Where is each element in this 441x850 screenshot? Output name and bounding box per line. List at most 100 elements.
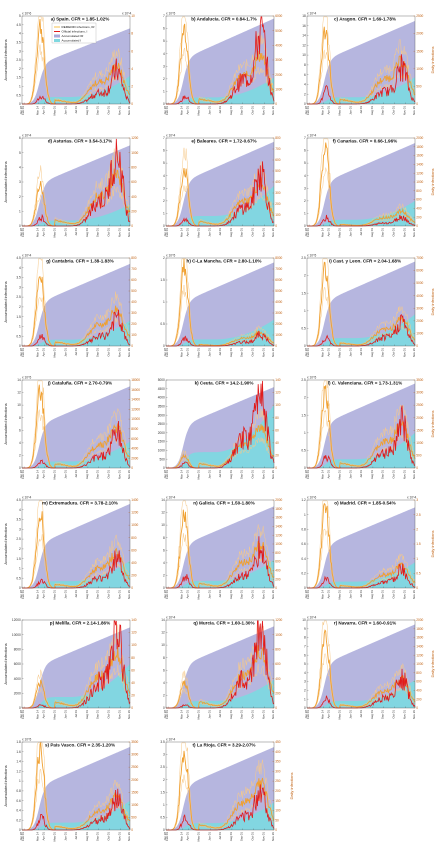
- x-tick-label: Jan 28: [304, 106, 308, 115]
- right-tick-label: 2000: [275, 498, 282, 502]
- x-tick-label: Feb 01: [21, 106, 25, 115]
- right-tick-label: 1200: [416, 171, 423, 175]
- right-tick-label: 50: [275, 818, 279, 822]
- left-tick-label: 2: [163, 694, 165, 698]
- remedid-lower-bound: [166, 774, 275, 831]
- accumulated-official-area: [166, 559, 274, 588]
- right-tick-label: 1200: [275, 533, 282, 537]
- panel-2: 0 1 2 3 4 5 6 7 0 1000 2000 3000 4000 5000 6000 x 10^5 J…: [163, 12, 283, 116]
- x-tick-label: Feb 01: [165, 106, 169, 115]
- remedid-daily-line: [166, 424, 275, 469]
- x-tick-label: May 01: [196, 470, 200, 480]
- panel-title: t) La Rioja. CFR = 3.29-2.07%: [193, 743, 256, 748]
- x-tick-label: May 01: [52, 348, 56, 358]
- right-tick-label: 100: [131, 643, 137, 647]
- left-tick-label: 4.5: [16, 256, 21, 260]
- right-tick-label: 2000: [416, 136, 423, 140]
- accumulated-remedid-area: [22, 746, 130, 830]
- left-tick-label: 3.5: [16, 276, 21, 280]
- right-tick-label: 700: [275, 147, 281, 151]
- right-tick-label: 300: [275, 769, 281, 773]
- left-tick-label: 0: [19, 586, 21, 590]
- x-tick-label: Jul 01: [359, 348, 363, 356]
- x-tick-label: Apr 01: [186, 590, 190, 599]
- right-tick-label: 3000: [416, 306, 423, 310]
- official-daily-line: [307, 54, 416, 105]
- x-tick-label: Jan 28: [304, 470, 308, 479]
- left-tick-label: 1: [304, 697, 306, 701]
- accumulated-official-area: [307, 77, 415, 104]
- right-tick-label: 500: [131, 816, 137, 820]
- left-tick-label: 0.8: [301, 527, 306, 531]
- x-tick-label: Jul 01: [74, 348, 78, 356]
- remedid-daily-line: [307, 502, 416, 589]
- panel-20: 0 0.5 1 1.5 2 2.5 3 3.5 0 50 100 150 200 250 300 350 400…: [160, 738, 294, 842]
- right-tick-label: 2000: [416, 32, 423, 36]
- x-tick-label: Nov 29: [271, 228, 275, 238]
- x-tick-label: Oct 01: [391, 348, 395, 357]
- remedid-upper-bound: [307, 16, 416, 105]
- x-tick-label: Feb 01: [21, 470, 25, 479]
- x-tick-label: Mar 14: [36, 832, 40, 841]
- x-tick-label: Oct 01: [391, 228, 395, 237]
- remedid-upper-bound: [166, 408, 275, 469]
- remedid-lower-bound: [166, 663, 275, 709]
- x-tick-label: Jun 01: [207, 832, 211, 841]
- official-daily-line: [307, 313, 416, 347]
- right-axis-label: Daily infections: [430, 289, 435, 316]
- right-tick-label: 1000: [416, 332, 423, 336]
- right-tick-label: 0: [275, 224, 277, 228]
- remedid-lower-bound: [22, 768, 131, 831]
- right-tick-label: 0: [275, 706, 277, 710]
- left-tick-label: 2: [163, 199, 165, 203]
- x-tick-label: Feb 01: [165, 832, 169, 841]
- right-tick-label: 3000: [275, 311, 282, 315]
- left-tick-label: 0: [19, 828, 21, 832]
- left-tick-label: 3: [163, 753, 165, 757]
- left-tick-label: 1: [163, 90, 165, 94]
- left-tick-label: 3: [304, 186, 306, 190]
- x-tick-label: Apr 01: [186, 832, 190, 841]
- right-tick-label: 1000: [416, 180, 423, 184]
- official-daily-line: [166, 16, 275, 105]
- right-tick-label: 18000: [131, 378, 140, 382]
- legend-swatch: [54, 34, 60, 38]
- remedid-lower-bound: [22, 534, 131, 589]
- left-tick-label: 1.5: [301, 413, 306, 417]
- right-tick-label: 5000: [275, 29, 282, 33]
- x-tick-label: Feb 01: [165, 228, 169, 237]
- x-tick-label: Jun 01: [348, 228, 352, 237]
- left-tick-label: 0: [304, 466, 306, 470]
- x-tick-label: May 01: [52, 710, 56, 720]
- right-tick-label: 7000: [275, 267, 282, 271]
- right-tick-label: 5000: [416, 281, 423, 285]
- left-tick-label: 0: [163, 344, 165, 348]
- x-tick-label: Oct 01: [391, 710, 395, 719]
- x-tick-label: Apr 01: [327, 590, 331, 599]
- right-tick-label: 500: [131, 289, 137, 293]
- right-tick-label: 600: [416, 680, 422, 684]
- right-tick-label: 600: [131, 180, 137, 184]
- x-tick-label: Nov 29: [412, 228, 416, 238]
- right-tick-label: 1000: [416, 662, 423, 666]
- left-tick-label: 3: [163, 64, 165, 68]
- x-tick-label: Jun 01: [63, 348, 67, 357]
- x-tick-label: Nov 01: [117, 590, 121, 600]
- left-tick-label: 2.5: [16, 537, 21, 541]
- x-tick-label: Jan 28: [163, 710, 167, 719]
- panel-8: 0 0.5 1 1.5 2 0 1000 2000 3000 4000 5000 6000 7000 80…: [160, 254, 282, 358]
- right-tick-label: 40: [275, 441, 279, 445]
- left-tick-label: 10: [161, 523, 165, 527]
- left-tick-label: 4: [304, 671, 306, 675]
- x-tick-label: Apr 01: [327, 106, 331, 115]
- remedid-daily-line: [307, 629, 416, 709]
- x-tick-label: Feb 01: [306, 590, 310, 599]
- right-tick-label: 4: [131, 67, 133, 71]
- right-tick-label: 10000: [131, 417, 140, 421]
- panel-title: o) Madrid. CFR = 1.85-0.54%: [334, 501, 395, 506]
- right-tick-label: 0: [131, 466, 133, 470]
- panel-title: d) Asturias. CFR = 3.54-3.17%: [48, 139, 113, 144]
- left-tick-label: 0: [19, 706, 21, 710]
- left-tick-label: 1500: [158, 440, 165, 444]
